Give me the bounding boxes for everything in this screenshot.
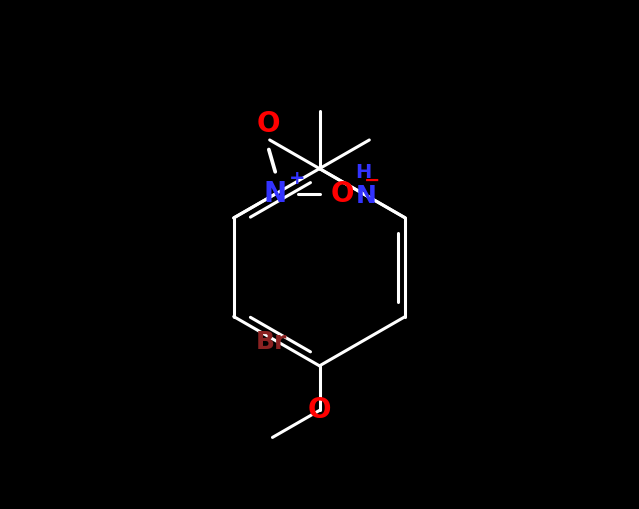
Text: +: +: [289, 168, 306, 188]
Text: −: −: [364, 171, 381, 189]
Text: O: O: [257, 110, 281, 138]
Text: N: N: [264, 180, 287, 208]
Text: O: O: [308, 397, 331, 425]
Text: O: O: [330, 180, 354, 208]
Text: Br: Br: [256, 330, 287, 354]
Text: H: H: [355, 163, 371, 182]
Text: N: N: [356, 184, 377, 208]
